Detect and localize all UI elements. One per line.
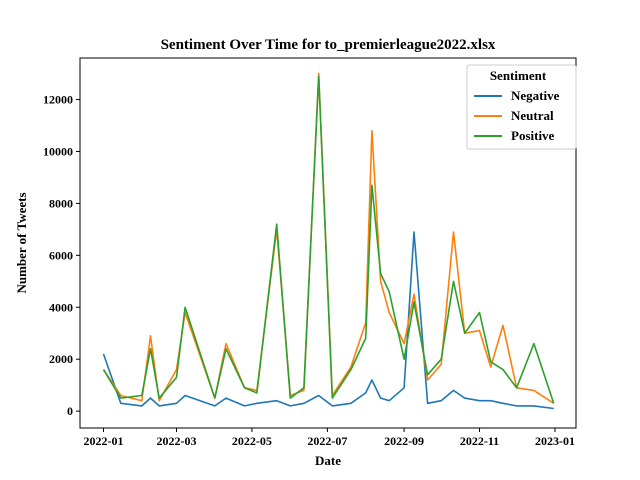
chart-title: Sentiment Over Time for to_premierleague… <box>161 37 496 53</box>
y-tick-label: 10000 <box>43 144 73 158</box>
legend-label-neutral: Neutral <box>511 108 554 123</box>
plot-frame <box>79 57 577 429</box>
series-line-negative <box>102 231 554 410</box>
y-tick-label: 2000 <box>49 352 73 366</box>
legend-items: Negative Neutral Positive <box>474 88 560 143</box>
y-tick-label: 6000 <box>49 248 73 262</box>
x-tick-label: 2022-09 <box>384 434 424 448</box>
x-axis: 2022-01 2022-03 2022-05 2022-07 2022-09 2022-… <box>84 428 575 448</box>
plot-area <box>102 72 555 410</box>
y-tick-label: 0 <box>67 404 73 418</box>
legend-label-positive: Positive <box>511 128 555 143</box>
x-tick-label: 2022-05 <box>232 434 272 448</box>
y-tick-label: 4000 <box>49 300 73 314</box>
legend: Sentiment Negative Neutral Positive <box>466 64 577 150</box>
legend-box <box>466 64 577 150</box>
y-tick-label: 12000 <box>43 93 73 107</box>
x-tick-label: 2022-11 <box>460 434 499 448</box>
y-tick-label: 8000 <box>49 196 73 210</box>
y-axis-label: Number of Tweets <box>14 192 29 293</box>
x-tick-label: 2022-03 <box>156 434 196 448</box>
x-axis-label: Date <box>315 453 341 468</box>
x-tick-label: 2022-07 <box>307 434 347 448</box>
x-tick-label: 2022-01 <box>84 434 124 448</box>
y-axis: 0 2000 4000 6000 8000 10000 12000 <box>43 93 80 418</box>
series-line-positive <box>102 75 555 404</box>
legend-title: Sentiment <box>490 68 547 83</box>
legend-label-negative: Negative <box>511 88 560 103</box>
x-tick-label: 2023-01 <box>535 434 575 448</box>
